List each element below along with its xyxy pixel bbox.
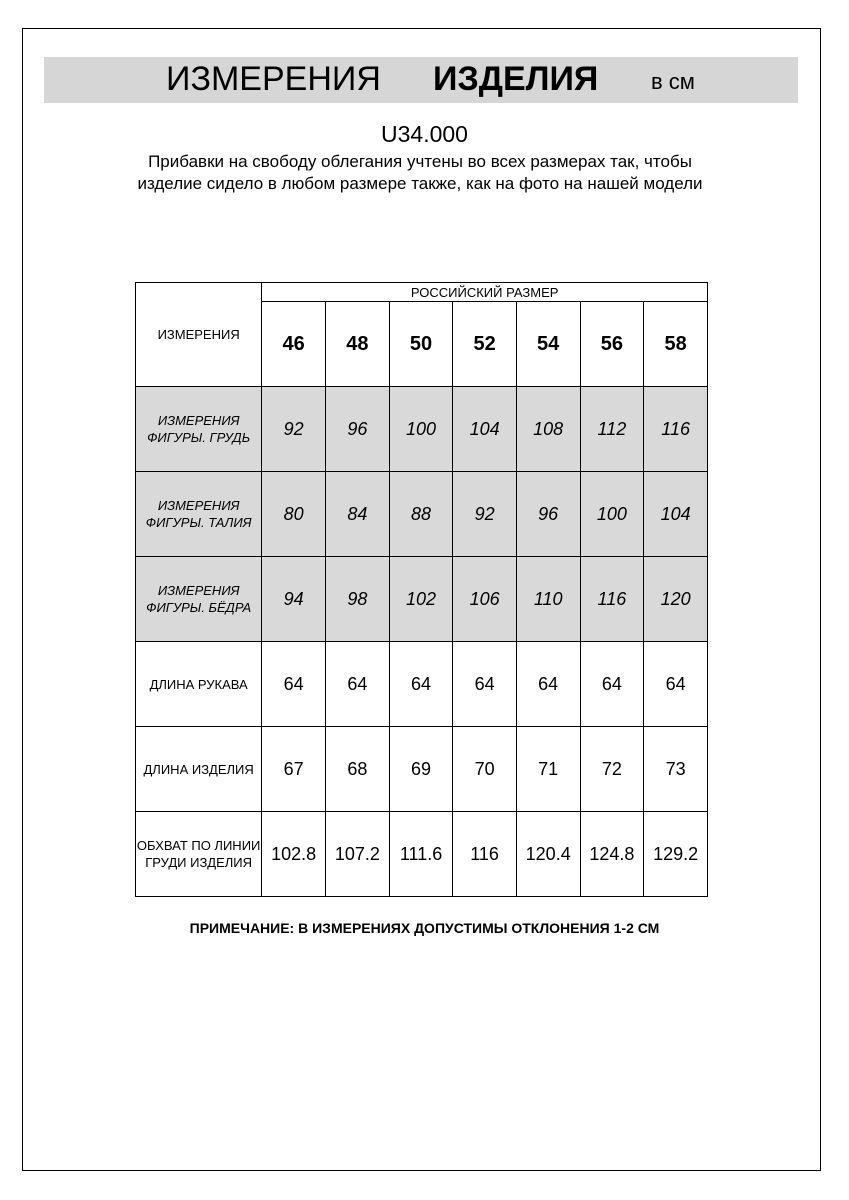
table-row: ИЗМЕРЕНИЯ ФИГУРЫ. БЁДРА 94 98 102 106 110 116 1… [134, 556, 708, 642]
group-header: РОССИЙСКИЙ РАЗМЕР [261, 282, 708, 302]
size-header: 50 [388, 301, 454, 387]
table-cell: 72 [579, 726, 645, 812]
row-label: ДЛИНА ИЗДЕЛИЯ [134, 726, 263, 812]
size-header: 54 [515, 301, 581, 387]
table-cell: 100 [388, 386, 454, 472]
title-bold: ИЗДЕЛИЯ [433, 60, 599, 98]
table-cell: 64 [452, 641, 517, 727]
note: ПРИМЕЧАНИЕ: В ИЗМЕРЕНИЯХ ДОПУСТИМЫ ОТКЛО… [189, 920, 660, 936]
table-row: ОБХВАТ ПО ЛИНИИ ГРУДИ ИЗДЕЛИЯ 102.8 107.2 1… [134, 811, 708, 897]
table-row: ИЗМЕРЕНИЯ ФИГУРЫ. ГРУДЬ 92 96 100 104 108 112 1… [134, 386, 708, 472]
corner-header: ИЗМЕРЕНИЯ [134, 282, 263, 387]
table-cell: 124.8 [579, 811, 645, 897]
size-header: 56 [579, 301, 645, 387]
table-row: ДЛИНА РУКАВА 64 64 64 64 64 64 64 [134, 641, 708, 727]
row-label: ИЗМЕРЕНИЯ ФИГУРЫ. БЁДРА [134, 556, 263, 642]
table-cell: 64 [643, 641, 708, 727]
table-cell: 92 [261, 386, 326, 472]
title-regular: ИЗМЕРЕНИЯ [166, 60, 381, 98]
table-cell: 73 [643, 726, 708, 812]
table-cell: 112 [579, 386, 645, 472]
table-cell: 106 [452, 556, 517, 642]
table-cell: 94 [261, 556, 326, 642]
row-label: ДЛИНА РУКАВА [134, 641, 263, 727]
description: Прибавки на свободу облегания учтены во … [137, 152, 703, 193]
article-code: U34.000 [381, 121, 468, 147]
table-cell: 107.2 [325, 811, 390, 897]
table-cell: 111.6 [388, 811, 454, 897]
table-cell: 116 [452, 811, 517, 897]
table-cell: 71 [515, 726, 581, 812]
table-cell: 104 [643, 471, 708, 557]
table-cell: 102 [388, 556, 454, 642]
table-cell: 96 [325, 386, 390, 472]
table-cell: 100 [579, 471, 645, 557]
size-header: 58 [643, 301, 708, 387]
table-cell: 64 [579, 641, 645, 727]
table-cell: 129.2 [643, 811, 708, 897]
table-row: ИЗМЕРЕНИЯ ФИГУРЫ. ТАЛИЯ 80 84 88 92 96 100 104 [134, 471, 708, 557]
table-cell: 116 [643, 386, 708, 472]
table-cell: 64 [261, 641, 326, 727]
table-cell: 104 [452, 386, 517, 472]
table-cell: 64 [388, 641, 454, 727]
table-cell: 108 [515, 386, 581, 472]
unit-label: в см [651, 69, 695, 94]
row-label: ИЗМЕРЕНИЯ ФИГУРЫ. ТАЛИЯ [134, 471, 263, 557]
table-cell: 64 [325, 641, 390, 727]
table-cell: 80 [261, 471, 326, 557]
header-bar [44, 57, 798, 103]
table-cell: 64 [515, 641, 581, 727]
row-label: ОБХВАТ ПО ЛИНИИ ГРУДИ ИЗДЕЛИЯ [134, 811, 263, 897]
table-cell: 120 [643, 556, 708, 642]
size-header: 48 [325, 301, 390, 387]
table-cell: 110 [515, 556, 581, 642]
table-cell: 98 [325, 556, 390, 642]
row-label: ИЗМЕРЕНИЯ ФИГУРЫ. ГРУДЬ [134, 386, 263, 472]
table-cell: 69 [388, 726, 454, 812]
table-row: ДЛИНА ИЗДЕЛИЯ 67 68 69 70 71 72 73 [134, 726, 708, 812]
table-cell: 92 [452, 471, 517, 557]
table-cell: 120.4 [515, 811, 581, 897]
size-header: 46 [261, 301, 326, 387]
table-cell: 67 [261, 726, 326, 812]
table-cell: 70 [452, 726, 517, 812]
table-cell: 116 [579, 556, 645, 642]
size-header: 52 [452, 301, 517, 387]
sizes-row: 46 48 50 52 54 56 58 [136, 301, 708, 387]
table-cell: 68 [325, 726, 390, 812]
table-cell: 84 [325, 471, 390, 557]
table-cell: 88 [388, 471, 454, 557]
table-cell: 102.8 [261, 811, 326, 897]
table-cell: 96 [515, 471, 581, 557]
size-table: ИЗМЕРЕНИЯ РОССИЙСКИЙ РАЗМЕР 46 48 50 52 54 56… [134, 282, 708, 897]
page-border [22, 28, 821, 1171]
